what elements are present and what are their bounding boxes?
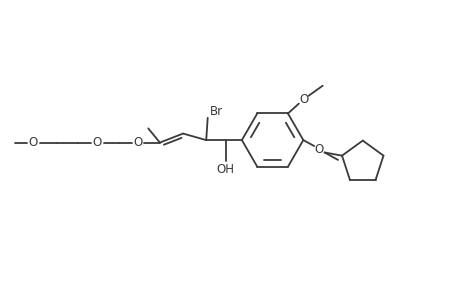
Text: Br: Br bbox=[209, 105, 222, 119]
Text: O: O bbox=[133, 136, 142, 149]
Text: O: O bbox=[92, 136, 101, 149]
Text: OH: OH bbox=[216, 163, 234, 176]
Text: O: O bbox=[314, 142, 323, 155]
Text: O: O bbox=[298, 93, 308, 106]
Text: O: O bbox=[28, 136, 38, 149]
